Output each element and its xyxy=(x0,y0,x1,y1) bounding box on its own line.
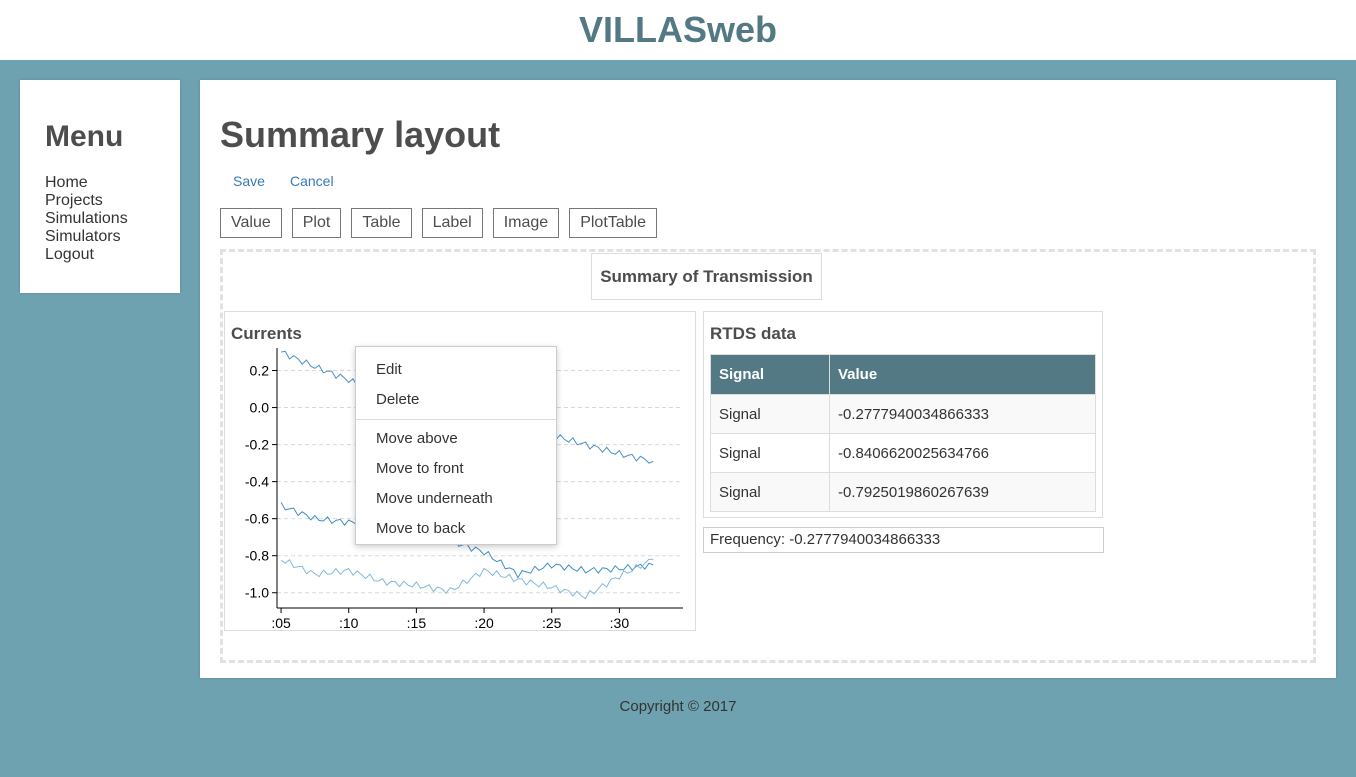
series-line-3 xyxy=(280,558,654,600)
plot-widget-title: Currents xyxy=(231,324,302,343)
y-tick-label: -0.2 xyxy=(245,437,269,453)
table-cell-value: -0.8406620025634766 xyxy=(829,433,1096,473)
y-tick-label: -1.0 xyxy=(245,585,269,601)
menu-item-simulators[interactable]: Simulators xyxy=(45,228,121,245)
table-widget[interactable]: RTDS data Signal Value Signal -0.2777940… xyxy=(703,311,1103,518)
table-cell-signal: Signal xyxy=(710,394,830,434)
table-cell-signal: Signal xyxy=(710,472,830,512)
context-menu: Edit Delete Move above Move to front Mov… xyxy=(355,346,557,545)
y-tick-label: 0.0 xyxy=(250,400,270,416)
y-tick-label: -0.4 xyxy=(245,474,269,490)
x-tick-label: :05 xyxy=(271,615,291,630)
y-tick-label: -0.8 xyxy=(245,548,269,564)
app-title: VILLASweb xyxy=(578,9,778,50)
plot-widget[interactable]: Currents 0.2 0.0 -0.2 -0.4 -0.6 -0.8 -1.0:05 :1… xyxy=(224,311,696,631)
value-widget[interactable]: Frequency: -0.2777940034866333 xyxy=(703,527,1104,553)
sidebar-menu: Menu Home Projects Simulations Simulator… xyxy=(20,80,180,293)
menu-title: Menu xyxy=(45,120,124,153)
table-row: Signal -0.8406620025634766 xyxy=(710,433,1096,473)
table-row: Signal -0.2777940034866333 xyxy=(710,394,1096,434)
footer-copyright: Copyright © 2017 xyxy=(619,698,737,715)
signal-table: Signal Value Signal -0.2777940034866333 … xyxy=(710,354,1096,512)
x-tick-label: :15 xyxy=(407,615,427,630)
table-cell-value: -0.2777940034866333 xyxy=(829,394,1096,434)
table-header-row: Signal Value xyxy=(710,354,1096,395)
x-tick-label: :25 xyxy=(542,615,562,630)
context-menu-move-to-front[interactable]: Move to front xyxy=(376,460,464,477)
app-header: VILLASweb xyxy=(0,0,1356,60)
cancel-button[interactable]: Cancel xyxy=(290,173,334,189)
table-widget-title: RTDS data xyxy=(710,324,796,343)
label-widget[interactable]: Summary of Transmission xyxy=(591,253,822,300)
x-tick-label: :10 xyxy=(339,615,359,630)
widget-dropzone[interactable]: Summary of Transmission Currents 0.2 0.0 -… xyxy=(220,249,1316,663)
x-tick-label: :20 xyxy=(474,615,494,630)
menu-item-projects[interactable]: Projects xyxy=(45,192,103,209)
context-menu-divider xyxy=(356,419,556,420)
context-menu-edit[interactable]: Edit xyxy=(376,361,402,378)
menu-item-simulations[interactable]: Simulations xyxy=(45,210,128,227)
context-menu-move-above[interactable]: Move above xyxy=(376,430,458,447)
save-button[interactable]: Save xyxy=(233,173,265,189)
widget-toolbox: Value Plot Table Label Image PlotTable xyxy=(220,208,658,238)
x-tick-label: :30 xyxy=(610,615,630,630)
toolbox-label[interactable]: Label xyxy=(421,208,483,238)
menu-item-logout[interactable]: Logout xyxy=(45,246,94,263)
menu-item-home[interactable]: Home xyxy=(45,174,88,191)
table-cell-signal: Signal xyxy=(710,433,830,473)
toolbox-value[interactable]: Value xyxy=(220,208,282,238)
toolbox-plot[interactable]: Plot xyxy=(291,208,342,238)
page-title: Summary layout xyxy=(220,114,501,155)
column-header-signal: Signal xyxy=(710,354,830,395)
toolbox-table[interactable]: Table xyxy=(351,208,412,238)
table-row: Signal -0.7925019860267639 xyxy=(710,472,1096,512)
y-tick-label: 0.2 xyxy=(250,363,270,379)
main-content: Summary layout Save Cancel Value Plot Ta… xyxy=(200,80,1336,678)
toolbox-image[interactable]: Image xyxy=(492,208,560,238)
y-tick-label: -0.6 xyxy=(245,511,269,527)
context-menu-move-underneath[interactable]: Move underneath xyxy=(376,490,493,507)
context-menu-move-to-back[interactable]: Move to back xyxy=(376,520,466,537)
table-cell-value: -0.7925019860267639 xyxy=(829,472,1096,512)
toolbox-plottable[interactable]: PlotTable xyxy=(569,208,658,238)
column-header-value: Value xyxy=(829,354,1096,395)
context-menu-delete[interactable]: Delete xyxy=(376,391,420,408)
